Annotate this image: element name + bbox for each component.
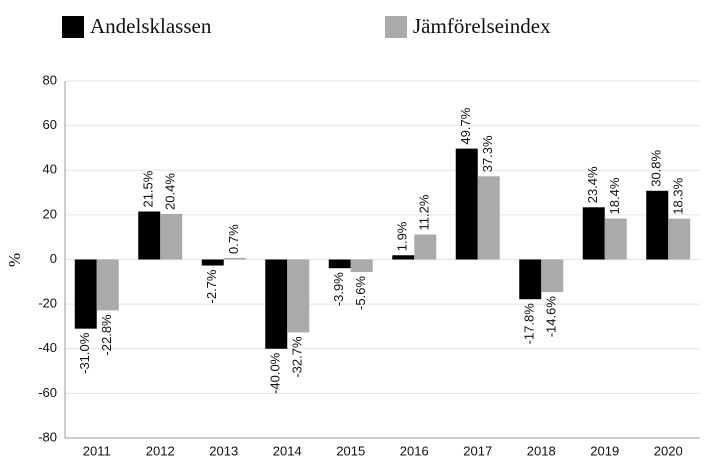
bar [668, 218, 691, 260]
y-tick-label: -20 [38, 296, 57, 311]
legend-swatch [385, 16, 407, 38]
bar [328, 259, 351, 269]
x-tick-label: 2011 [83, 443, 111, 458]
y-axis-label: % [5, 253, 24, 267]
value-label: -5.6% [353, 276, 368, 310]
value-label: 49.7% [458, 107, 473, 144]
y-tick-label: 60 [43, 117, 57, 132]
y-tick-label: -60 [38, 385, 57, 400]
bar [541, 259, 564, 293]
legend-swatch [62, 16, 84, 38]
y-tick-label: 20 [43, 206, 57, 221]
value-label: -32.7% [290, 336, 305, 378]
value-label: -3.9% [331, 272, 346, 306]
bar [519, 259, 542, 300]
value-label: -40.0% [268, 352, 283, 394]
value-label: -22.8% [99, 314, 114, 356]
bar [160, 213, 183, 260]
legend-label: Andelsklassen [90, 14, 212, 38]
x-tick-label: 2018 [527, 443, 556, 458]
bar [201, 259, 224, 266]
y-tick-label: -40 [38, 340, 57, 355]
bar [138, 211, 161, 260]
value-label: 11.2% [417, 194, 432, 230]
value-label: 21.5% [141, 170, 156, 207]
value-label: 20.4% [163, 173, 178, 210]
bar [582, 207, 605, 260]
value-label: 0.7% [226, 224, 241, 254]
value-label: 18.3% [671, 177, 686, 214]
value-label: 18.4% [607, 177, 622, 214]
value-label: 23.4% [585, 166, 600, 203]
value-label: 1.9% [395, 221, 410, 251]
x-tick-label: 2015 [336, 443, 365, 458]
bar [96, 259, 119, 311]
bar [455, 148, 478, 260]
x-tick-label: 2016 [400, 443, 429, 458]
bar [223, 257, 246, 260]
value-label: -14.6% [544, 296, 559, 338]
x-tick-label: 2012 [146, 443, 175, 458]
x-tick-label: 2017 [463, 443, 492, 458]
value-label: 37.3% [480, 135, 495, 172]
y-tick-label: 80 [43, 72, 57, 87]
y-tick-label: 0 [50, 251, 57, 266]
legend-label: Jämförelseindex [413, 14, 551, 38]
x-tick-label: 2013 [209, 443, 238, 458]
y-tick-label: 40 [43, 162, 57, 177]
bar [604, 218, 627, 260]
bar [265, 259, 288, 349]
x-tick-label: 2020 [654, 443, 683, 458]
y-tick-label: -80 [38, 429, 57, 444]
value-label: -31.0% [77, 332, 92, 374]
x-tick-label: 2014 [273, 443, 302, 458]
value-label: -17.8% [522, 303, 537, 345]
value-label: 30.8% [649, 149, 664, 186]
value-label: -2.7% [204, 269, 219, 303]
x-tick-label: 2019 [590, 443, 619, 458]
bar [74, 259, 97, 329]
bar [287, 259, 310, 333]
bar [477, 176, 500, 260]
bar [392, 255, 415, 260]
bar [350, 259, 373, 272]
bar [646, 190, 669, 260]
bar [414, 234, 437, 260]
